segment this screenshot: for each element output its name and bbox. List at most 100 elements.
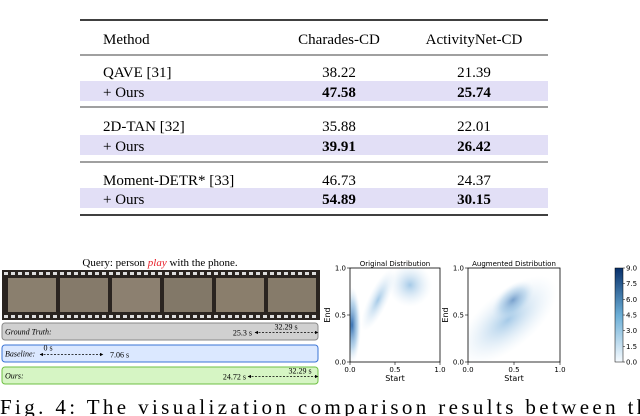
film-hole <box>32 315 36 318</box>
film-hole <box>46 272 50 275</box>
x-tick-label: 0.0 <box>344 366 355 374</box>
colorbar-tick-label: 3.0 <box>626 327 637 335</box>
density-blob <box>468 275 558 362</box>
colorbar-tick-label: 7.5 <box>626 280 637 288</box>
film-hole <box>291 315 295 318</box>
film-hole <box>284 315 288 318</box>
timeline-end: 32.29 s <box>288 367 311 376</box>
film-hole <box>123 272 127 275</box>
film-hole <box>207 272 211 275</box>
film-hole <box>18 272 22 275</box>
film-hole <box>284 272 288 275</box>
x-tick-label: 1.0 <box>434 366 445 374</box>
film-hole <box>214 272 218 275</box>
film-hole <box>67 272 71 275</box>
film-hole <box>11 315 15 318</box>
film-hole <box>109 315 113 318</box>
film-hole <box>88 272 92 275</box>
film-hole <box>74 315 78 318</box>
x-tick-label: 1.0 <box>554 366 565 374</box>
timeline-start: 0 s <box>43 344 52 353</box>
table-cell: + Ours <box>103 139 145 155</box>
film-hole <box>116 315 120 318</box>
film-hole <box>137 272 141 275</box>
colorbar-tick-label: 1.5 <box>626 343 637 351</box>
film-hole <box>11 272 15 275</box>
x-tick-label: 0.5 <box>389 366 400 374</box>
density-blob <box>350 287 361 362</box>
table-cell: 21.39 <box>457 65 491 81</box>
y-tick-label: 0.0 <box>453 359 464 367</box>
film-hole <box>221 315 225 318</box>
film-hole <box>39 272 43 275</box>
film-hole <box>193 315 197 318</box>
table-cell: 25.74 <box>457 85 491 101</box>
density-plot <box>350 268 432 362</box>
film-hole <box>186 272 190 275</box>
timeline-start: 25.3 s <box>233 329 252 338</box>
y-axis-label: End <box>441 307 450 322</box>
x-tick-label: 0.5 <box>508 366 519 374</box>
film-hole <box>151 315 155 318</box>
table-header: Method <box>103 32 150 48</box>
table-cell: 24.37 <box>457 173 491 189</box>
timeline-end: 32.29 s <box>274 323 297 332</box>
film-hole <box>200 315 204 318</box>
film-hole <box>305 272 309 275</box>
film-hole <box>4 315 8 318</box>
timeline-bar <box>1 366 319 385</box>
table-cell: 39.91 <box>322 139 356 155</box>
colorbar-tick-label: 9.0 <box>626 265 637 273</box>
table-header: ActivityNet-CD <box>426 32 523 48</box>
film-hole <box>53 272 57 275</box>
film-hole <box>305 315 309 318</box>
film-hole <box>102 272 106 275</box>
film-hole <box>165 272 169 275</box>
film-hole <box>165 315 169 318</box>
x-axis-label: Start <box>504 374 524 383</box>
colorbar-tick-label: 6.0 <box>626 296 637 304</box>
film-hole <box>214 315 218 318</box>
table-cell: + Ours <box>103 85 145 101</box>
density-plot <box>468 275 558 362</box>
film-hole <box>67 315 71 318</box>
film-hole <box>249 315 253 318</box>
film-hole <box>200 272 204 275</box>
film-hole <box>116 272 120 275</box>
film-hole <box>242 315 246 318</box>
film-hole <box>298 272 302 275</box>
film-hole <box>298 315 302 318</box>
density-blob <box>491 280 535 320</box>
table-cell: 22.01 <box>457 119 491 135</box>
table-cell: 35.88 <box>322 119 356 135</box>
table-header: Charades-CD <box>298 32 380 48</box>
video-frames <box>2 270 320 320</box>
timeline-bar <box>1 344 319 363</box>
film-hole <box>53 315 57 318</box>
table-cell: 47.58 <box>322 85 356 101</box>
y-tick-label: 0.5 <box>453 312 464 320</box>
film-holes <box>4 272 316 318</box>
film-hole <box>60 272 64 275</box>
film-hole <box>32 272 36 275</box>
y-tick-label: 1.0 <box>335 265 346 273</box>
colorbar-tick-label: 4.5 <box>626 312 637 320</box>
film-hole <box>235 272 239 275</box>
film-hole <box>60 315 64 318</box>
x-tick-label: 0.0 <box>462 366 473 374</box>
film-hole <box>249 272 253 275</box>
film-hole <box>25 315 29 318</box>
film-hole <box>242 272 246 275</box>
film-hole <box>277 272 281 275</box>
film-hole <box>172 272 176 275</box>
highlight-row <box>80 188 548 208</box>
table-cell: 54.89 <box>322 192 356 208</box>
film-hole <box>88 315 92 318</box>
table-cell: QAVE [31] <box>103 65 171 81</box>
caption: Fig. 4: The visualization comparison res… <box>0 395 640 416</box>
y-tick-label: 0.0 <box>335 359 346 367</box>
highlight-row <box>80 135 548 155</box>
film-hole <box>186 315 190 318</box>
film-hole <box>137 315 141 318</box>
